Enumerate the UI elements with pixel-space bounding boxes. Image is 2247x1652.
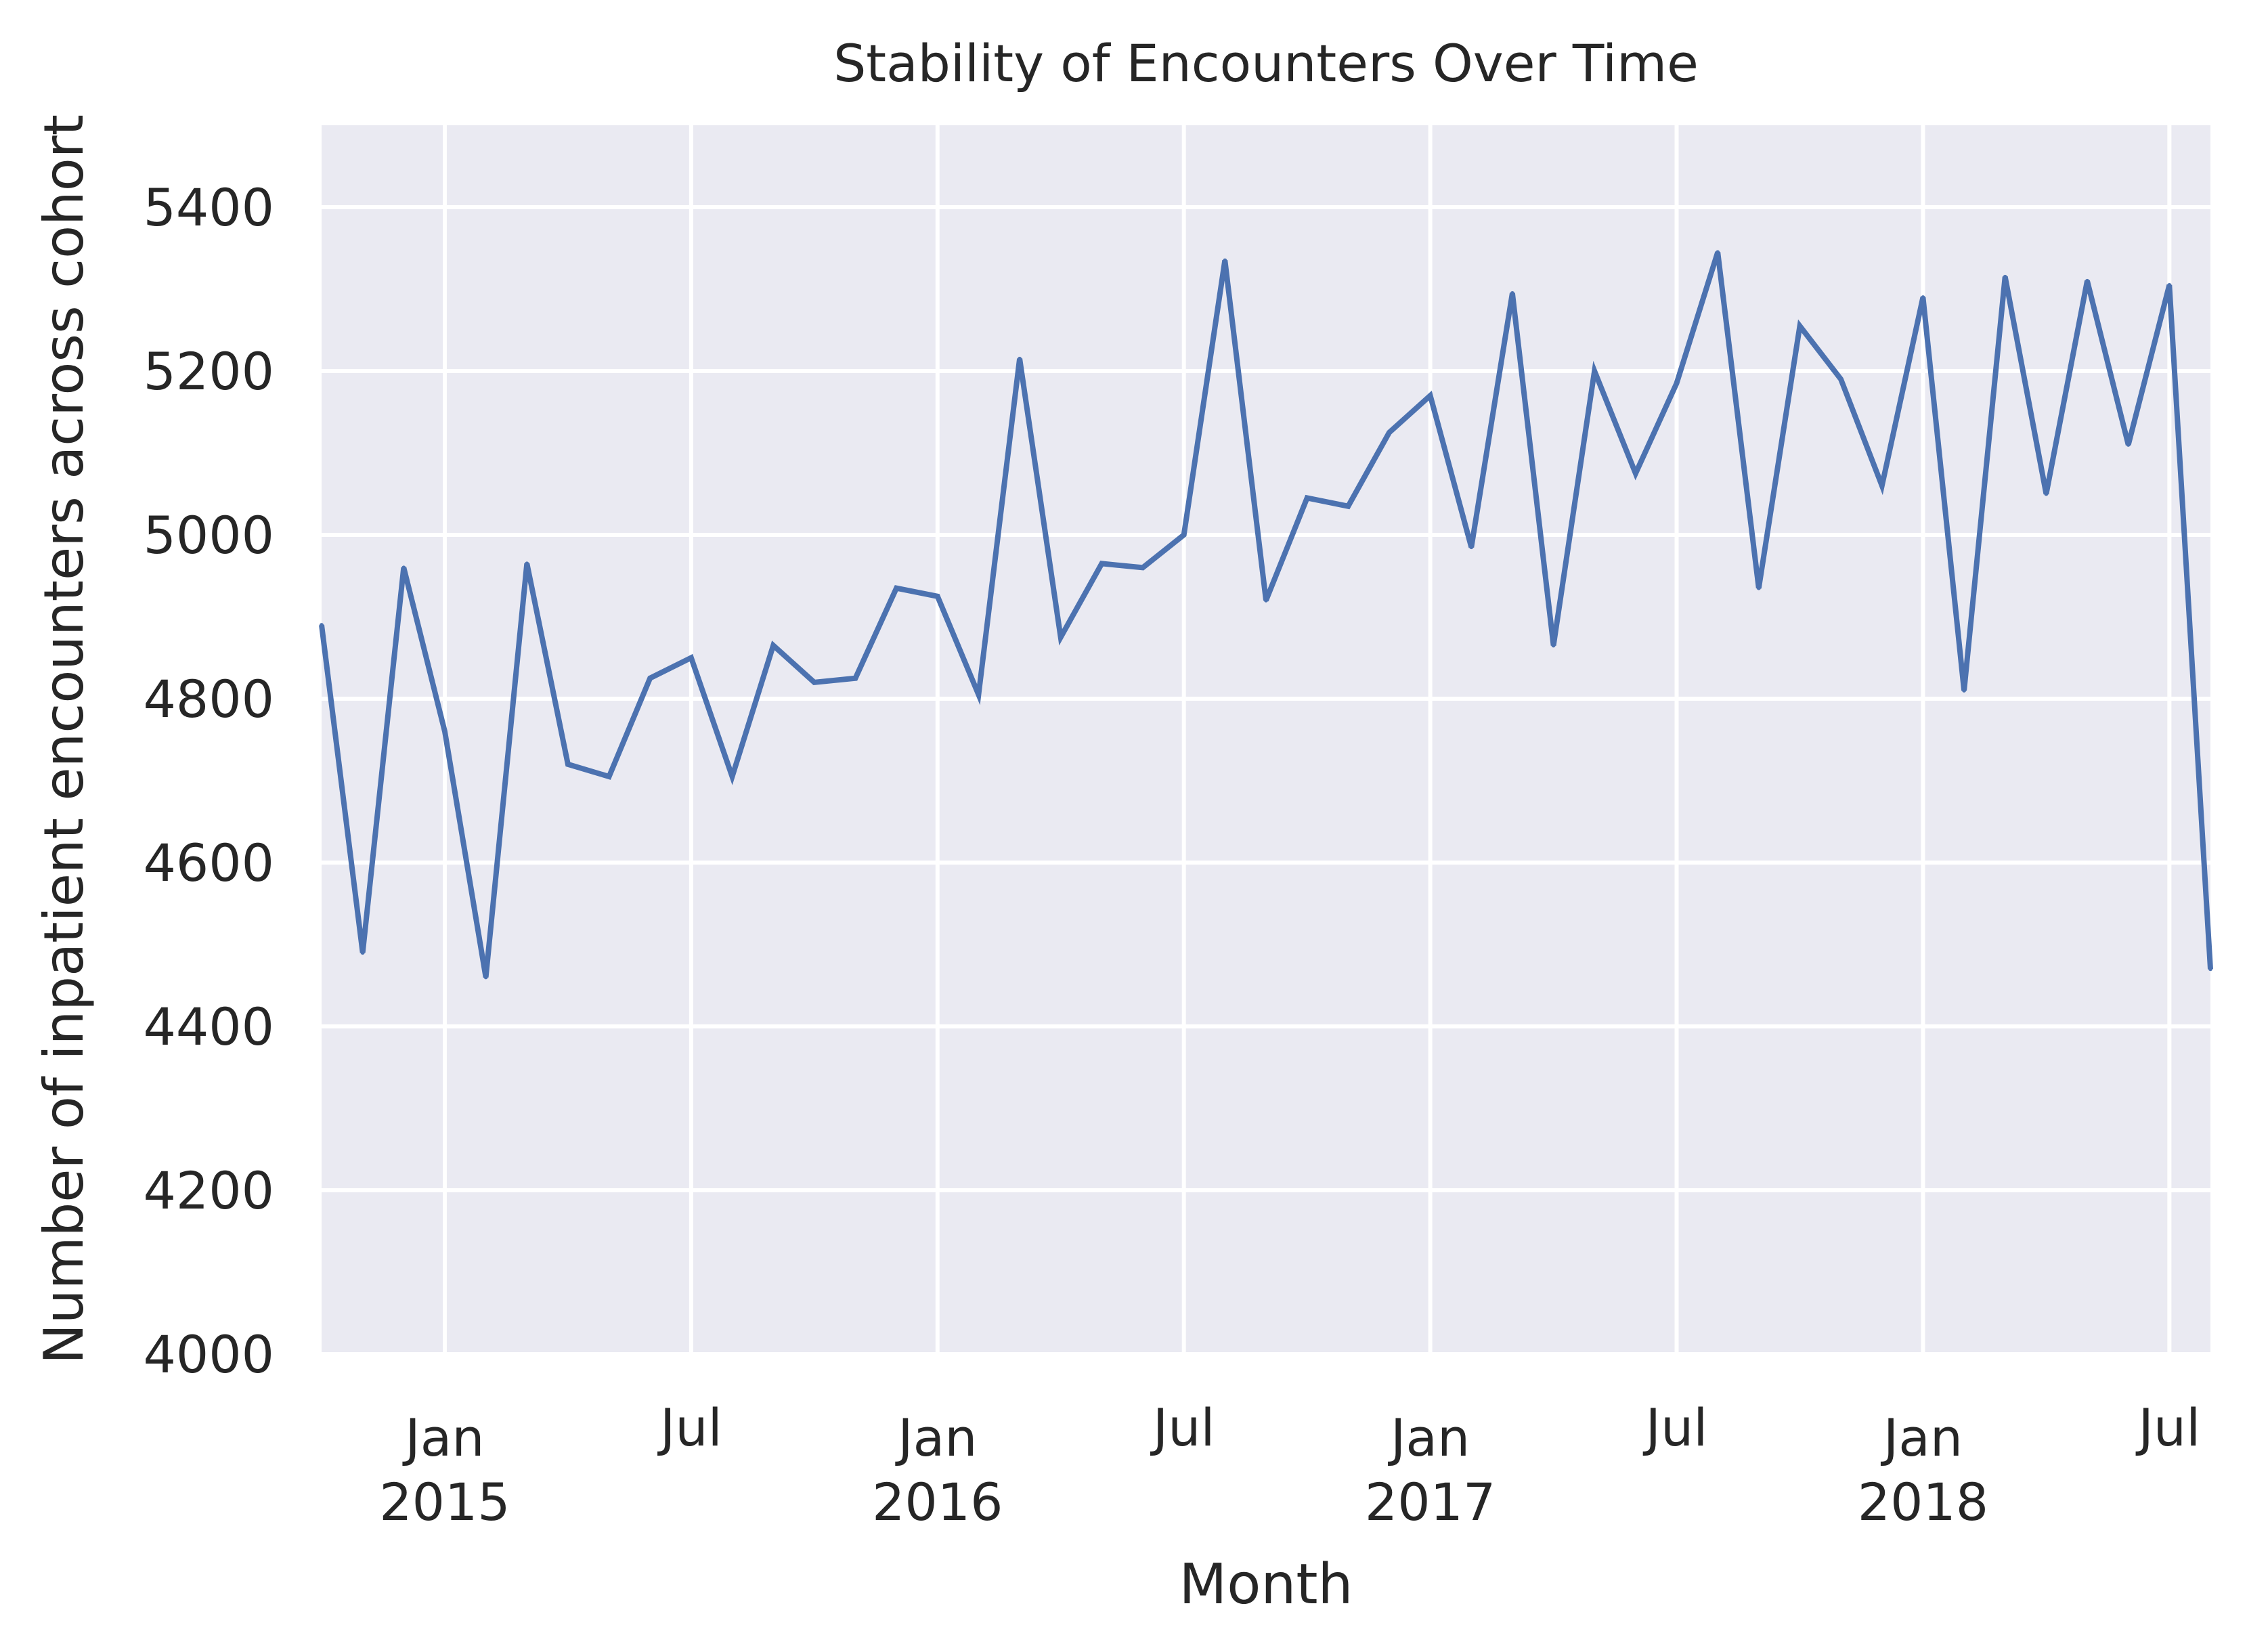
data-point — [1510, 291, 1514, 296]
x-tick-label: Jan — [402, 1408, 484, 1468]
data-point — [1879, 483, 1884, 488]
data-point — [1551, 643, 1556, 648]
y-tick-label: 4400 — [144, 997, 274, 1057]
x-axis-label: Month — [1179, 1552, 1353, 1617]
data-point — [853, 676, 858, 680]
plot-area — [322, 125, 2210, 1354]
data-point — [2126, 442, 2131, 447]
y-tick-labels: 4000 4200 4400 4600 4800 5000 5200 5400 — [144, 177, 274, 1385]
data-point — [1141, 565, 1146, 570]
y-axis-label: Number of inpatient encounters across co… — [32, 114, 95, 1364]
data-point — [1099, 561, 1104, 566]
data-point — [1305, 496, 1309, 500]
y-tick-label: 5400 — [144, 177, 274, 238]
data-point — [483, 975, 488, 980]
y-tick-label: 4600 — [144, 833, 274, 893]
data-point — [525, 561, 529, 566]
data-point — [2003, 274, 2007, 279]
x-tick-label: Jan — [1881, 1408, 1963, 1468]
data-point — [1839, 377, 1844, 382]
data-point — [894, 586, 899, 590]
data-point — [607, 774, 611, 779]
data-point — [2044, 492, 2049, 496]
y-tick-label: 5000 — [144, 505, 274, 565]
data-point — [1428, 393, 1433, 398]
data-point — [771, 643, 776, 648]
data-point — [1058, 635, 1063, 640]
data-point — [2085, 278, 2090, 283]
data-point — [1756, 586, 1761, 590]
series-layer — [319, 250, 2213, 980]
data-point — [1387, 430, 1391, 435]
x-tick-year-label: 2015 — [379, 1472, 510, 1532]
y-tick-label: 4000 — [144, 1324, 274, 1385]
y-tick-label: 4800 — [144, 669, 274, 729]
data-point — [360, 951, 365, 955]
data-point — [1674, 381, 1679, 386]
x-tick-year-label: 2018 — [1858, 1472, 1988, 1532]
x-tick-year-label: 2017 — [1365, 1472, 1496, 1532]
y-tick-label: 5200 — [144, 341, 274, 401]
data-point — [1018, 356, 1022, 361]
x-tick-year-label: 2016 — [872, 1472, 1003, 1532]
data-point — [1264, 598, 1268, 603]
x-tick-label: Jul — [1150, 1397, 1215, 1458]
data-point — [1716, 250, 1720, 255]
data-point — [565, 762, 570, 766]
data-point — [730, 774, 735, 779]
data-point — [648, 676, 653, 680]
chart-title: Stability of Encounters Over Time — [833, 33, 1699, 93]
data-point — [1921, 295, 1925, 300]
data-point — [1223, 258, 1227, 263]
data-point — [1469, 545, 1474, 550]
data-point — [935, 594, 940, 599]
data-point — [1962, 688, 1967, 693]
x-tick-label: Jul — [657, 1397, 722, 1458]
data-point — [1346, 504, 1351, 508]
data-point — [976, 692, 981, 697]
data-point — [1592, 369, 1597, 373]
data-point — [2167, 282, 2172, 287]
data-point — [812, 680, 816, 684]
data-point — [1797, 324, 1802, 328]
data-point — [2208, 967, 2212, 972]
data-point — [442, 729, 447, 734]
data-point — [320, 623, 324, 628]
data-point — [1181, 533, 1186, 537]
grid-lines — [322, 125, 2210, 1356]
data-point — [401, 565, 406, 570]
data-point — [689, 655, 693, 660]
x-tick-label: Jul — [1643, 1397, 1708, 1458]
x-tick-label: Jul — [2135, 1397, 2200, 1458]
y-tick-label: 4200 — [144, 1160, 274, 1221]
data-point — [1633, 471, 1638, 476]
x-tick-label: Jan — [1388, 1408, 1470, 1468]
x-tick-label: Jan — [895, 1408, 977, 1468]
